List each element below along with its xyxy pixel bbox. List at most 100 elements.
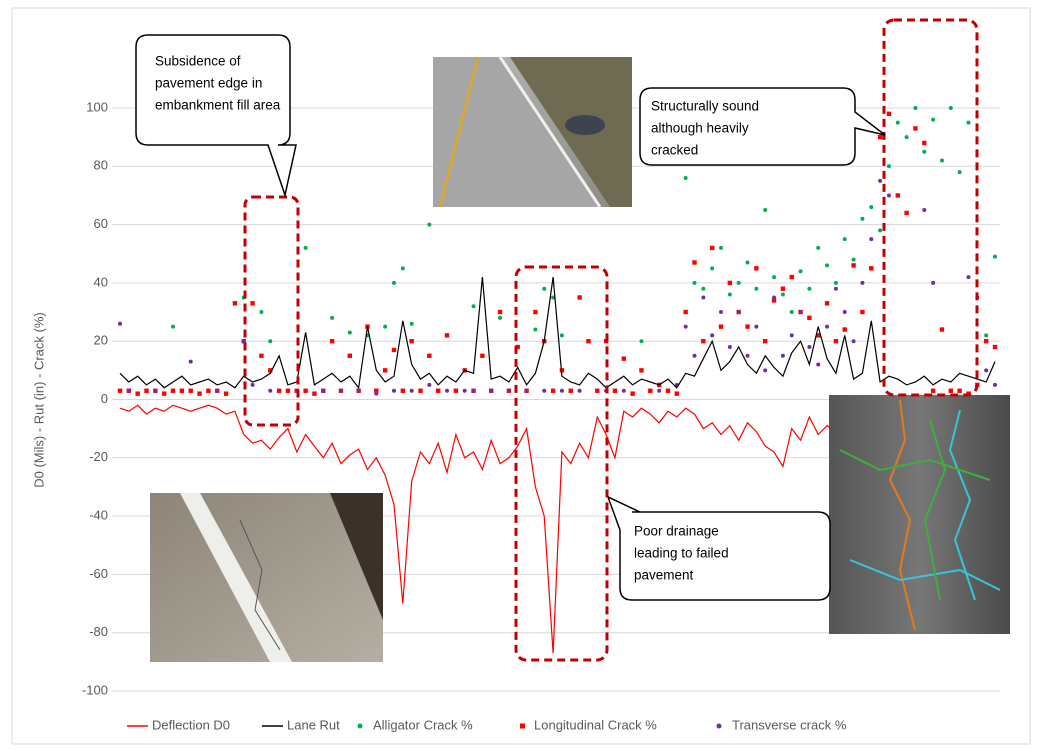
point	[692, 354, 696, 358]
point	[852, 258, 856, 262]
point	[613, 389, 617, 393]
point	[816, 363, 820, 367]
point	[259, 310, 263, 314]
point	[958, 170, 962, 174]
point	[701, 287, 705, 291]
point	[834, 287, 838, 291]
point	[197, 391, 201, 395]
annotation-text: Subsidence of	[155, 54, 241, 69]
annotation-text: pavement	[634, 568, 694, 583]
point	[834, 281, 838, 285]
point	[922, 141, 926, 145]
y-tick-label: -100	[82, 682, 108, 697]
point	[418, 389, 422, 393]
point	[392, 281, 396, 285]
point	[684, 176, 688, 180]
point	[463, 389, 467, 393]
point	[825, 325, 829, 329]
point	[728, 281, 732, 285]
annotation-text: cracked	[651, 143, 698, 158]
point	[339, 389, 343, 393]
point	[940, 158, 944, 162]
point	[931, 281, 935, 285]
point	[189, 360, 193, 364]
point	[692, 260, 696, 264]
point	[118, 389, 122, 393]
point	[630, 391, 634, 395]
point	[348, 330, 352, 334]
legend-swatch	[717, 724, 722, 729]
y-tick-label: -40	[89, 508, 108, 523]
point	[922, 208, 926, 212]
point	[966, 275, 970, 279]
point	[825, 263, 829, 267]
point	[746, 260, 750, 264]
point	[763, 208, 767, 212]
point	[507, 389, 511, 393]
point	[401, 389, 405, 393]
point	[719, 310, 723, 314]
point	[772, 295, 776, 299]
point	[569, 389, 573, 393]
point	[498, 316, 502, 320]
point	[878, 228, 882, 232]
point	[489, 389, 493, 393]
point	[577, 295, 581, 299]
y-tick-label: 40	[94, 274, 108, 289]
point	[171, 325, 175, 329]
point	[878, 135, 882, 139]
y-tick-label: 60	[94, 216, 108, 231]
point	[233, 301, 237, 305]
photo-edge	[150, 493, 383, 662]
point	[984, 339, 988, 343]
point	[851, 263, 855, 267]
point	[825, 301, 829, 305]
point	[710, 266, 714, 270]
point	[639, 368, 643, 372]
point	[666, 389, 670, 393]
point	[728, 293, 732, 297]
point	[180, 389, 184, 393]
point	[560, 333, 564, 337]
point	[410, 389, 414, 393]
point	[445, 333, 449, 337]
point	[993, 255, 997, 259]
point	[860, 281, 864, 285]
point	[472, 389, 476, 393]
point	[215, 389, 219, 393]
point	[754, 325, 758, 329]
annotation-text: Structurally sound	[651, 99, 759, 114]
point	[684, 325, 688, 329]
photo-road	[433, 57, 632, 207]
point	[754, 287, 758, 291]
point	[533, 310, 537, 314]
point	[807, 287, 811, 291]
chart: -100-80-60-40-20020406080100D0 (Mils) - …	[0, 0, 1044, 749]
legend-swatch	[358, 724, 363, 729]
y-tick-label: -20	[89, 449, 108, 464]
point	[304, 246, 308, 250]
point	[931, 389, 935, 393]
point	[957, 389, 961, 393]
point	[869, 205, 873, 209]
point	[348, 354, 352, 358]
point	[984, 333, 988, 337]
point	[860, 310, 864, 314]
point	[542, 389, 546, 393]
point	[224, 391, 228, 395]
point	[135, 391, 139, 395]
point	[701, 339, 705, 343]
point	[189, 389, 193, 393]
point	[578, 389, 582, 393]
point	[922, 150, 926, 154]
point	[251, 383, 255, 387]
point	[896, 193, 900, 197]
point	[162, 391, 166, 395]
y-tick-label: 100	[86, 99, 108, 114]
point	[834, 339, 838, 343]
point	[622, 356, 626, 360]
point	[807, 316, 811, 320]
legend-label: Transverse crack %	[732, 717, 847, 732]
y-axis-label: D0 (Mils) - Rut (in) - Crack (%)	[31, 312, 46, 488]
point	[772, 275, 776, 279]
